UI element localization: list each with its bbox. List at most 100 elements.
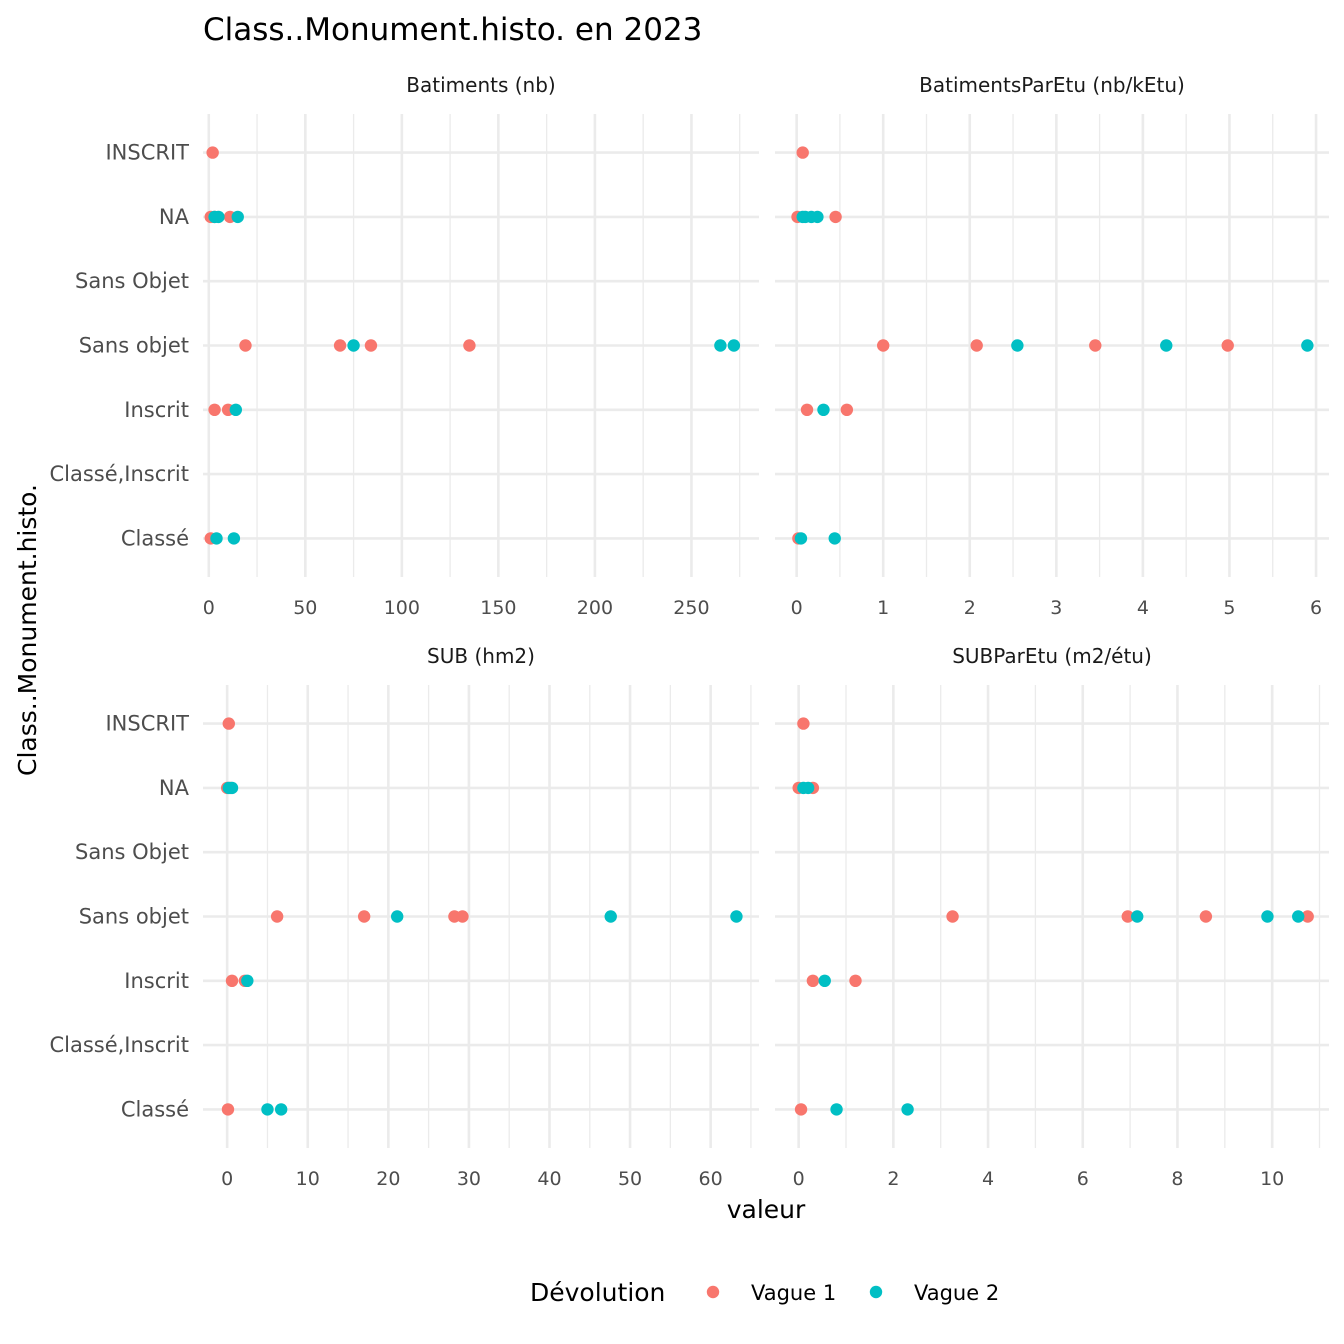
data-point-vague-1 [239,339,252,352]
data-point-vague-1 [456,910,469,923]
chart-title: Class..Monument.histo. en 2023 [203,12,702,48]
legend-label: Vague 1 [751,1281,836,1305]
data-point-vague-1 [208,403,221,417]
y-tick-label: Sans objet [79,905,189,929]
data-point-vague-2 [714,339,727,352]
x-tick-label: 6 [1077,1168,1089,1190]
data-point-vague-2 [794,532,808,545]
panel-strip-label: SUB (hm2) [427,644,535,668]
y-tick-label: Classé,Inscrit [49,462,189,486]
data-point-vague-2 [604,910,617,923]
data-point-vague-2 [212,210,225,224]
y-tick-label: Sans Objet [75,840,189,864]
data-point-vague-1 [970,339,983,352]
y-tick-label: NA [159,205,190,229]
x-tick-label: 2 [964,597,976,619]
x-tick-label: 10 [1260,1168,1284,1190]
data-point-vague-1 [796,146,809,159]
x-tick-label: 50 [618,1168,642,1190]
data-point-vague-2 [818,974,831,988]
legend-title: Dévolution [530,1278,665,1307]
data-point-vague-1 [463,339,476,352]
x-tick-label: 100 [384,597,420,619]
data-point-vague-2 [830,1103,843,1116]
data-point-vague-2 [274,1103,288,1116]
x-axis-title: valeur [727,1195,806,1224]
data-point-vague-1 [221,1103,235,1116]
x-tick-label: 40 [537,1168,561,1190]
data-point-vague-2 [828,532,841,545]
x-tick-label: 0 [221,1168,233,1190]
data-point-vague-1 [364,339,378,352]
data-point-vague-2 [1261,910,1274,923]
data-point-vague-2 [241,974,254,988]
x-tick-label: 4 [982,1168,994,1190]
x-tick-label: 0 [793,1168,805,1190]
data-point-vague-2 [227,532,241,545]
panel-2: 0 1 2 3 4 5 6 BatimentsParEtu (nb/kEtu) [775,73,1329,619]
panel-4: 0 2 4 6 8 10 SUBParEtu (m2/étu) [775,644,1329,1190]
panel-strip-label: Batiments (nb) [406,73,555,97]
data-point-vague-2 [730,910,743,923]
data-point-vague-1 [1089,339,1102,352]
panels: 0 50 100 150 200 250ClasséClassé,InscritInscr… [49,73,1329,1190]
data-point-vague-2 [801,781,815,795]
data-point-vague-1 [206,146,219,159]
data-point-vague-2 [1160,339,1173,352]
legend-label: Vague 2 [914,1281,999,1305]
data-point-vague-2 [225,781,239,795]
y-tick-label: INSCRIT [105,141,189,165]
y-tick-label: Classé [121,1097,189,1121]
data-point-vague-2 [1131,910,1144,923]
data-point-vague-1 [225,974,239,988]
y-tick-label: Inscrit [124,969,189,993]
x-tick-label: 1 [877,597,889,619]
data-point-vague-1 [270,910,284,923]
panel-1: 0 50 100 150 200 250 Classé Classé,Inscrit Inscr… [49,73,759,619]
data-point-vague-1 [800,403,814,417]
x-tick-label: 8 [1171,1168,1183,1190]
x-tick-label: 0 [203,597,215,619]
y-tick-label: Classé,Inscrit [49,1033,189,1057]
data-point-vague-2 [347,339,360,352]
data-point-vague-2 [1011,339,1024,352]
x-tick-label: 60 [699,1168,723,1190]
data-point-vague-1 [333,339,347,352]
data-point-vague-1 [1199,910,1213,923]
y-tick-label: Sans objet [79,334,189,358]
x-tick-label: 4 [1137,597,1149,619]
y-axis-title: Class..Monument.histo. [13,484,42,776]
data-point-vague-1 [840,403,854,417]
data-point-vague-1 [1221,339,1234,352]
data-point-vague-2 [210,532,223,545]
data-point-vague-1 [829,210,842,224]
data-point-vague-1 [357,910,371,923]
x-tick-label: 3 [1050,597,1062,619]
x-tick-label: 2 [887,1168,899,1190]
data-point-vague-2 [390,910,404,923]
panel-strip-label: SUBParEtu (m2/étu) [952,644,1152,668]
y-tick-label: INSCRIT [105,712,189,736]
x-tick-label: 10 [296,1168,320,1190]
panel-strip-label: BatimentsParEtu (nb/kEtu) [919,73,1185,97]
data-point-vague-2 [231,210,244,224]
legend: Dévolution Vague 1 Vague 2 [530,1278,999,1307]
x-tick-label: 20 [376,1168,400,1190]
y-tick-label: Sans Objet [75,269,189,293]
y-tick-label: NA [159,776,190,800]
data-point-vague-1 [877,339,890,352]
x-tick-label: 6 [1310,597,1322,619]
y-tick-label: Inscrit [124,398,189,422]
x-tick-label: 200 [577,597,613,619]
data-point-vague-2 [817,403,830,417]
data-point-vague-1 [1121,910,1134,923]
legend-key-vague-2 [869,1285,883,1299]
legend-key-vague-1 [706,1285,720,1299]
data-point-vague-2 [727,339,741,352]
data-point-vague-1 [946,910,959,923]
data-point-vague-2 [811,210,824,224]
x-tick-label: 0 [791,597,803,619]
data-point-vague-1 [1301,910,1314,923]
